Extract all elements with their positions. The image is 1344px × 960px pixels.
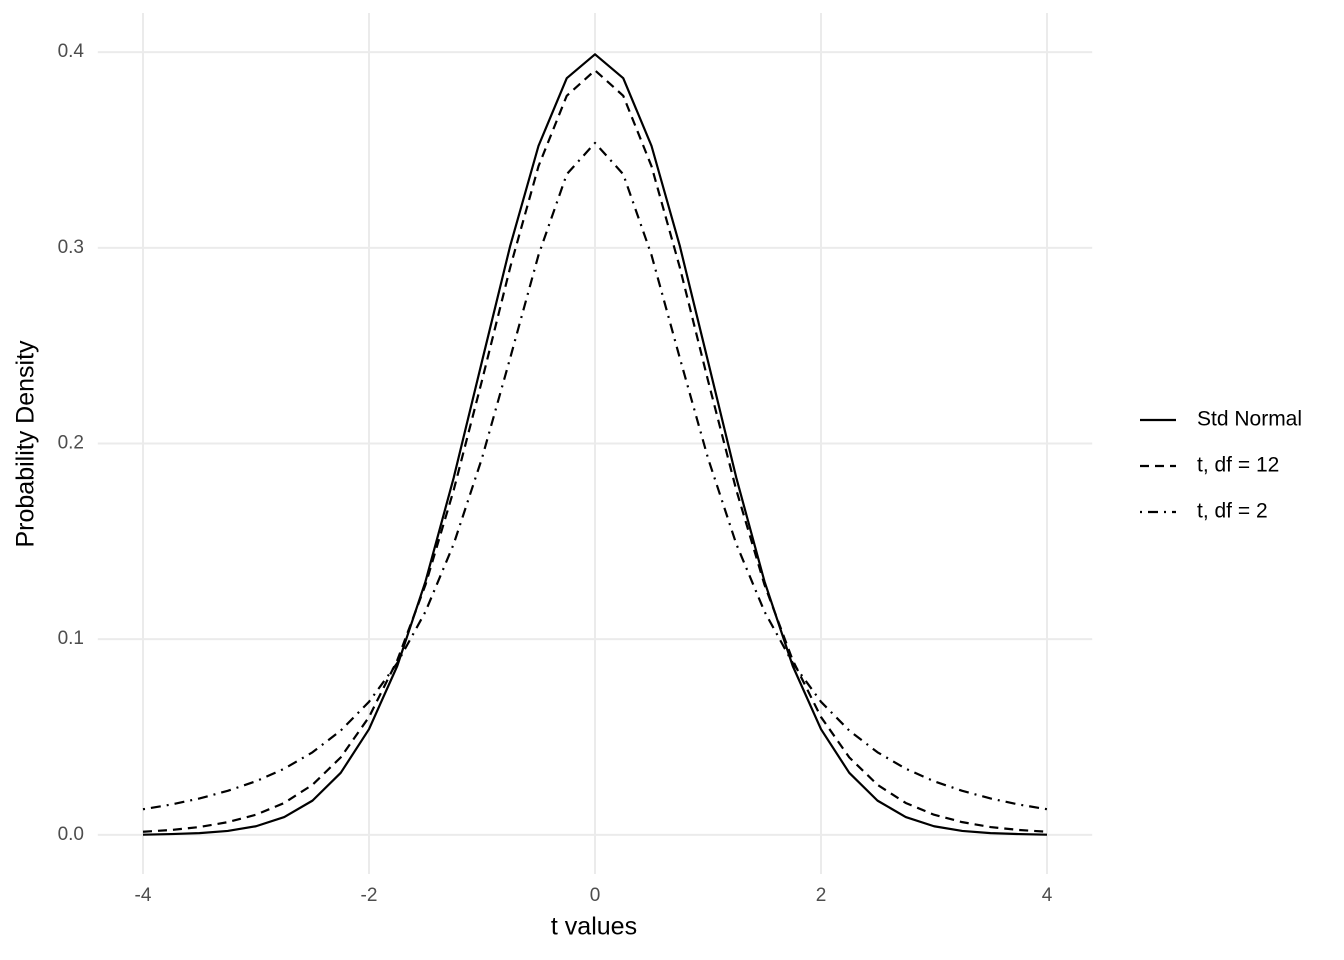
series-line	[142, 141, 1048, 811]
y-tick-label: 0.4	[58, 41, 85, 62]
x-tick-label: -2	[361, 885, 378, 906]
x-tick-label: -4	[135, 885, 152, 906]
series-line	[142, 69, 1048, 833]
y-tick-label: 0.3	[58, 237, 84, 258]
x-tick-label: 0	[590, 885, 601, 906]
legend-label: t, df = 12	[1197, 454, 1279, 477]
x-axis-title: t values	[551, 913, 637, 941]
legend-label: t, df = 2	[1197, 500, 1268, 523]
x-tick-label: 2	[816, 885, 827, 906]
series-line	[142, 53, 1048, 836]
y-tick-label: 0.1	[58, 628, 84, 649]
y-axis-title: Probability Density	[12, 340, 40, 548]
y-tick-label: 0.0	[58, 824, 84, 845]
x-tick-label: 4	[1042, 885, 1053, 906]
y-tick-label: 0.2	[58, 433, 84, 454]
legend-label: Std Normal	[1197, 408, 1302, 431]
